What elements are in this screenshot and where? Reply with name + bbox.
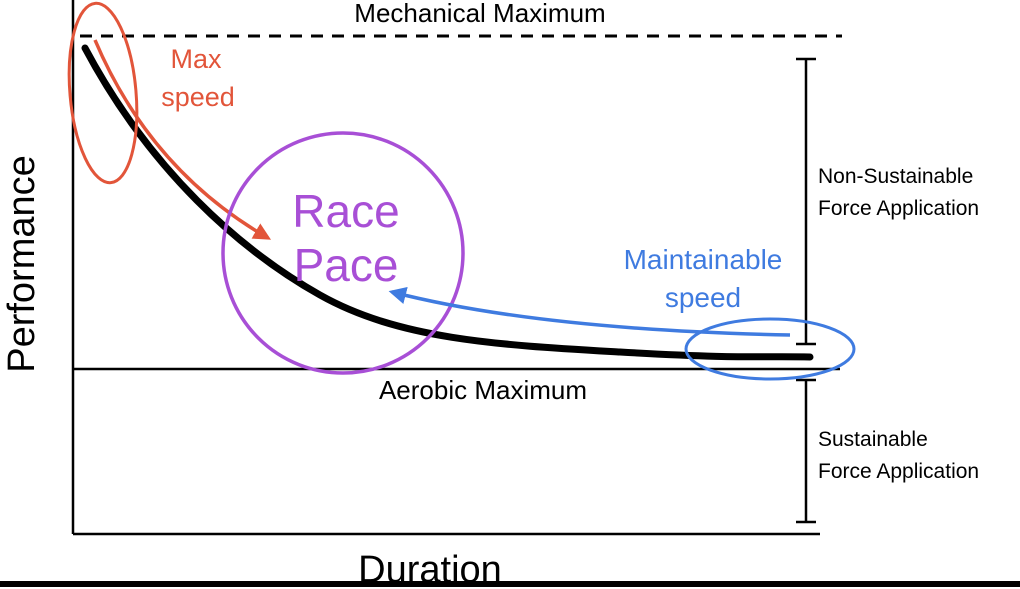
- sustainable-label-line1: Sustainable: [818, 428, 928, 451]
- race-pace-label-line1: Race: [292, 185, 399, 237]
- non-sustainable-label-line1: Non-Sustainable: [818, 165, 973, 188]
- maintainable-speed-label-line2: speed: [665, 282, 741, 313]
- performance-curve: [81, 44, 814, 361]
- maintainable-speed-label-line1: Maintainable: [624, 244, 783, 275]
- race-pace-label-line2: Pace: [294, 239, 399, 291]
- maintainable-speed-ellipse: [684, 317, 856, 381]
- max-speed-label-line1: Max: [170, 44, 222, 74]
- max-speed-ellipse: [67, 1, 139, 185]
- sustainable-label-line2: Force Application: [818, 460, 979, 483]
- max-speed-arrow: [93, 39, 272, 240]
- sustainable-bracket: [796, 378, 816, 524]
- maintainable-speed-arrow: [388, 287, 791, 337]
- x-axis-label: Duration: [358, 549, 502, 589]
- non-sustainable-bracket: [796, 57, 816, 346]
- max-speed-label-line2: speed: [161, 82, 235, 112]
- mechanical-maximum-label: Mechanical Maximum: [354, 0, 605, 28]
- y-axis-label: Performance: [1, 155, 43, 373]
- race-pace-circle: [221, 131, 465, 375]
- aerobic-maximum-label: Aerobic Maximum: [379, 375, 587, 405]
- non-sustainable-label-line2: Force Application: [818, 197, 979, 220]
